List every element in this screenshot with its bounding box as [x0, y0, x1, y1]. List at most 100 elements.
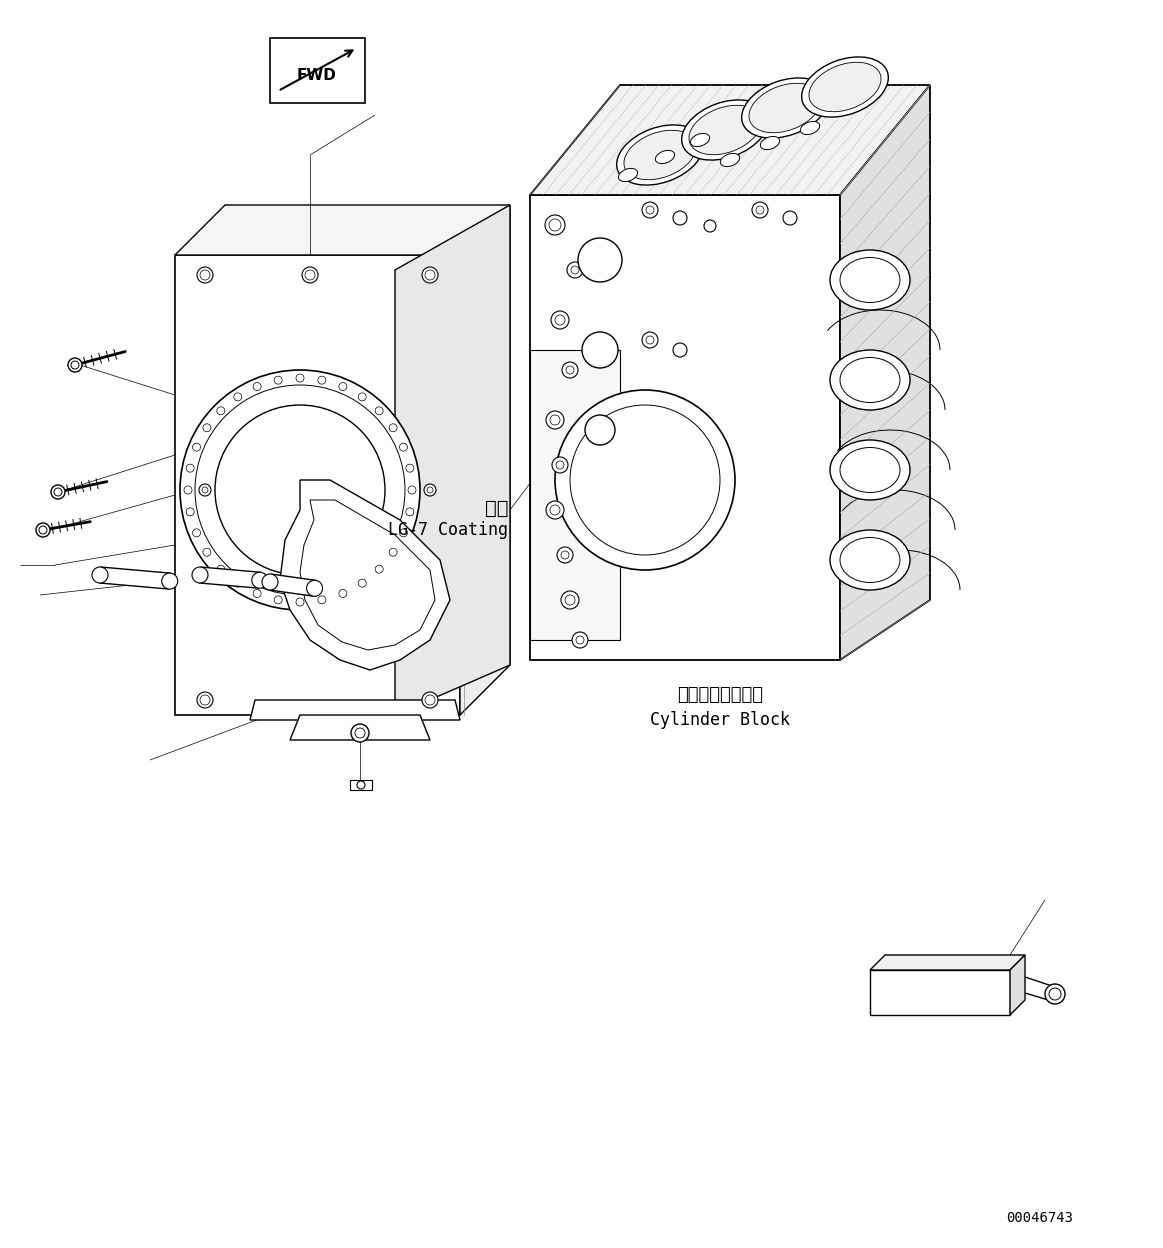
Ellipse shape: [830, 349, 909, 411]
Circle shape: [51, 485, 65, 499]
Polygon shape: [350, 780, 372, 790]
Polygon shape: [269, 574, 315, 597]
Circle shape: [557, 547, 573, 563]
Circle shape: [358, 579, 366, 587]
Circle shape: [376, 565, 383, 573]
Circle shape: [556, 461, 564, 469]
Circle shape: [186, 464, 194, 472]
Circle shape: [550, 505, 561, 515]
Circle shape: [408, 485, 416, 494]
Circle shape: [704, 220, 716, 232]
Circle shape: [197, 267, 213, 283]
Circle shape: [545, 411, 564, 429]
Circle shape: [582, 332, 618, 368]
Text: 00046743: 00046743: [1006, 1211, 1073, 1226]
Ellipse shape: [840, 357, 900, 403]
Circle shape: [424, 270, 435, 280]
Circle shape: [200, 695, 211, 705]
Ellipse shape: [830, 530, 909, 590]
Circle shape: [351, 724, 369, 743]
Polygon shape: [300, 500, 435, 650]
Ellipse shape: [809, 62, 882, 112]
Ellipse shape: [616, 125, 704, 185]
Circle shape: [406, 464, 414, 472]
Polygon shape: [174, 255, 461, 715]
Circle shape: [576, 636, 584, 644]
Circle shape: [578, 238, 622, 282]
Ellipse shape: [691, 134, 709, 146]
Circle shape: [376, 407, 383, 414]
Circle shape: [202, 424, 211, 432]
Circle shape: [302, 267, 317, 283]
Circle shape: [186, 508, 194, 515]
Circle shape: [215, 406, 385, 575]
Circle shape: [783, 211, 797, 225]
Circle shape: [545, 500, 564, 519]
Circle shape: [673, 211, 687, 225]
Text: 塗布: 塗布: [485, 498, 508, 518]
Circle shape: [555, 389, 735, 570]
Ellipse shape: [830, 250, 909, 310]
Circle shape: [305, 270, 315, 280]
Circle shape: [756, 206, 764, 213]
Polygon shape: [530, 349, 620, 640]
Circle shape: [216, 565, 224, 573]
Polygon shape: [870, 970, 1009, 1015]
Ellipse shape: [830, 441, 909, 500]
Circle shape: [561, 592, 579, 609]
Ellipse shape: [656, 151, 675, 163]
Circle shape: [162, 573, 178, 589]
Circle shape: [399, 443, 407, 451]
Ellipse shape: [749, 84, 821, 132]
Ellipse shape: [682, 100, 769, 160]
Circle shape: [193, 443, 200, 451]
Circle shape: [752, 202, 768, 218]
Circle shape: [67, 358, 83, 372]
Circle shape: [262, 574, 278, 590]
Circle shape: [422, 691, 438, 708]
Polygon shape: [530, 85, 930, 195]
Polygon shape: [870, 955, 1025, 970]
Circle shape: [202, 487, 208, 493]
Text: シリンダブロック: シリンダブロック: [677, 686, 763, 704]
Circle shape: [40, 525, 47, 534]
Circle shape: [355, 728, 365, 738]
Circle shape: [234, 393, 242, 401]
Polygon shape: [270, 37, 365, 104]
Circle shape: [566, 366, 575, 374]
Circle shape: [274, 595, 283, 604]
Circle shape: [202, 548, 211, 557]
Circle shape: [585, 416, 615, 446]
Circle shape: [399, 529, 407, 537]
Polygon shape: [174, 205, 511, 255]
Circle shape: [550, 416, 561, 426]
Circle shape: [254, 383, 262, 391]
Circle shape: [71, 361, 79, 369]
Ellipse shape: [761, 136, 779, 150]
Circle shape: [297, 598, 304, 607]
Circle shape: [197, 691, 213, 708]
Circle shape: [642, 202, 658, 218]
Circle shape: [53, 488, 62, 495]
Text: LG-7 Coating: LG-7 Coating: [388, 520, 508, 539]
Circle shape: [357, 781, 365, 789]
Polygon shape: [840, 85, 930, 660]
Ellipse shape: [720, 154, 740, 166]
Circle shape: [427, 487, 433, 493]
Text: Cylinder Block: Cylinder Block: [650, 711, 790, 729]
Circle shape: [36, 523, 50, 537]
Circle shape: [317, 595, 326, 604]
Circle shape: [338, 383, 347, 391]
Polygon shape: [250, 700, 461, 720]
Circle shape: [234, 579, 242, 587]
Circle shape: [424, 484, 436, 495]
Circle shape: [545, 215, 565, 235]
Circle shape: [555, 314, 565, 324]
Circle shape: [561, 552, 569, 559]
Circle shape: [390, 548, 397, 557]
Circle shape: [92, 567, 108, 583]
Circle shape: [254, 589, 262, 598]
Circle shape: [338, 589, 347, 598]
Circle shape: [565, 595, 575, 605]
Ellipse shape: [688, 105, 761, 155]
